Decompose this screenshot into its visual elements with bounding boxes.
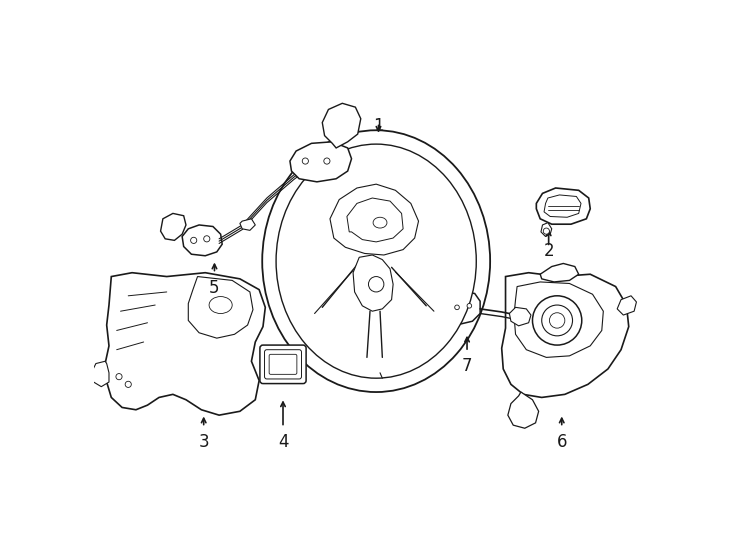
Polygon shape	[91, 361, 109, 387]
Text: 1: 1	[373, 117, 384, 135]
Circle shape	[543, 228, 550, 234]
Ellipse shape	[209, 296, 232, 314]
Polygon shape	[448, 292, 480, 325]
Polygon shape	[508, 392, 539, 428]
Circle shape	[550, 313, 565, 328]
Text: 2: 2	[543, 242, 554, 260]
Circle shape	[126, 381, 131, 387]
Circle shape	[532, 296, 582, 345]
Ellipse shape	[276, 144, 476, 378]
Polygon shape	[347, 198, 403, 242]
Text: 7: 7	[462, 357, 472, 375]
FancyBboxPatch shape	[264, 350, 302, 379]
Polygon shape	[509, 307, 531, 326]
Polygon shape	[161, 213, 186, 240]
Circle shape	[302, 158, 308, 164]
Polygon shape	[544, 195, 581, 217]
Text: 3: 3	[198, 433, 209, 451]
FancyBboxPatch shape	[269, 354, 297, 374]
Polygon shape	[322, 103, 361, 148]
Circle shape	[116, 374, 122, 380]
Polygon shape	[617, 296, 636, 315]
Circle shape	[368, 276, 384, 292]
Text: 4: 4	[277, 433, 288, 451]
Ellipse shape	[262, 130, 490, 392]
Circle shape	[455, 305, 459, 309]
Polygon shape	[514, 282, 603, 357]
Circle shape	[191, 237, 197, 244]
Polygon shape	[105, 273, 265, 415]
FancyBboxPatch shape	[260, 345, 306, 383]
Polygon shape	[189, 276, 253, 338]
Circle shape	[204, 236, 210, 242]
Ellipse shape	[373, 217, 387, 228]
Polygon shape	[540, 264, 578, 282]
Polygon shape	[330, 184, 418, 255]
Polygon shape	[501, 273, 629, 397]
Text: 5: 5	[209, 279, 219, 297]
Circle shape	[467, 303, 472, 308]
Circle shape	[324, 158, 330, 164]
Polygon shape	[541, 222, 552, 237]
Polygon shape	[182, 225, 222, 256]
Circle shape	[542, 305, 573, 336]
Polygon shape	[240, 219, 255, 231]
Polygon shape	[353, 255, 393, 311]
Polygon shape	[537, 188, 590, 224]
Polygon shape	[290, 142, 352, 182]
Text: 6: 6	[556, 433, 567, 451]
